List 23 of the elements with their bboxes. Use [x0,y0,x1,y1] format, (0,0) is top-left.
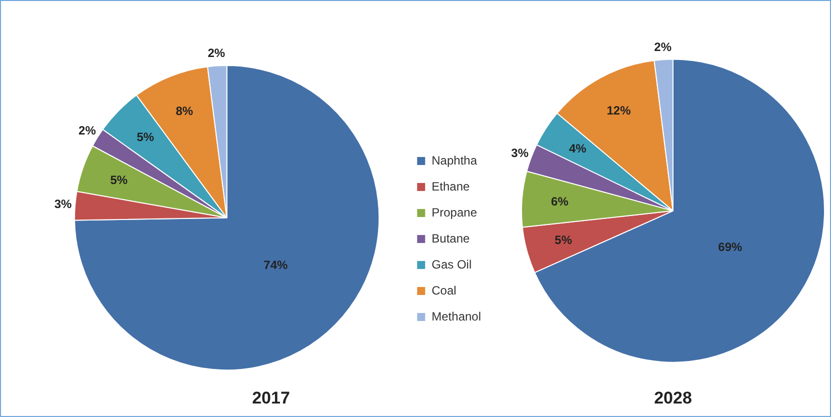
data-label: 69% [718,240,743,254]
data-label: 2% [654,40,672,54]
legend-label: Ethane [432,179,470,194]
legend-label: Propane [432,205,478,220]
legend-label: Coal [432,283,456,298]
data-label: 3% [54,197,72,212]
data-label: 5% [554,232,572,247]
data-label: 2% [208,46,226,60]
data-label: 3% [511,146,529,160]
data-label: 4% [569,141,587,156]
legend-label: Naphtha [432,153,478,168]
data-label: 5% [110,172,128,187]
text: 2017 [252,388,290,408]
legend-label: Methanol [432,309,482,324]
text: 2028 [654,388,692,408]
legend-label: Butane [432,231,470,246]
data-label: 12% [606,103,632,118]
data-label: 2% [78,123,96,138]
data-label: 74% [264,258,288,272]
data-label: 5% [136,130,154,144]
data-label: 8% [176,104,194,118]
legend-label: Gas Oil [432,257,472,272]
data-label: 6% [551,194,569,208]
